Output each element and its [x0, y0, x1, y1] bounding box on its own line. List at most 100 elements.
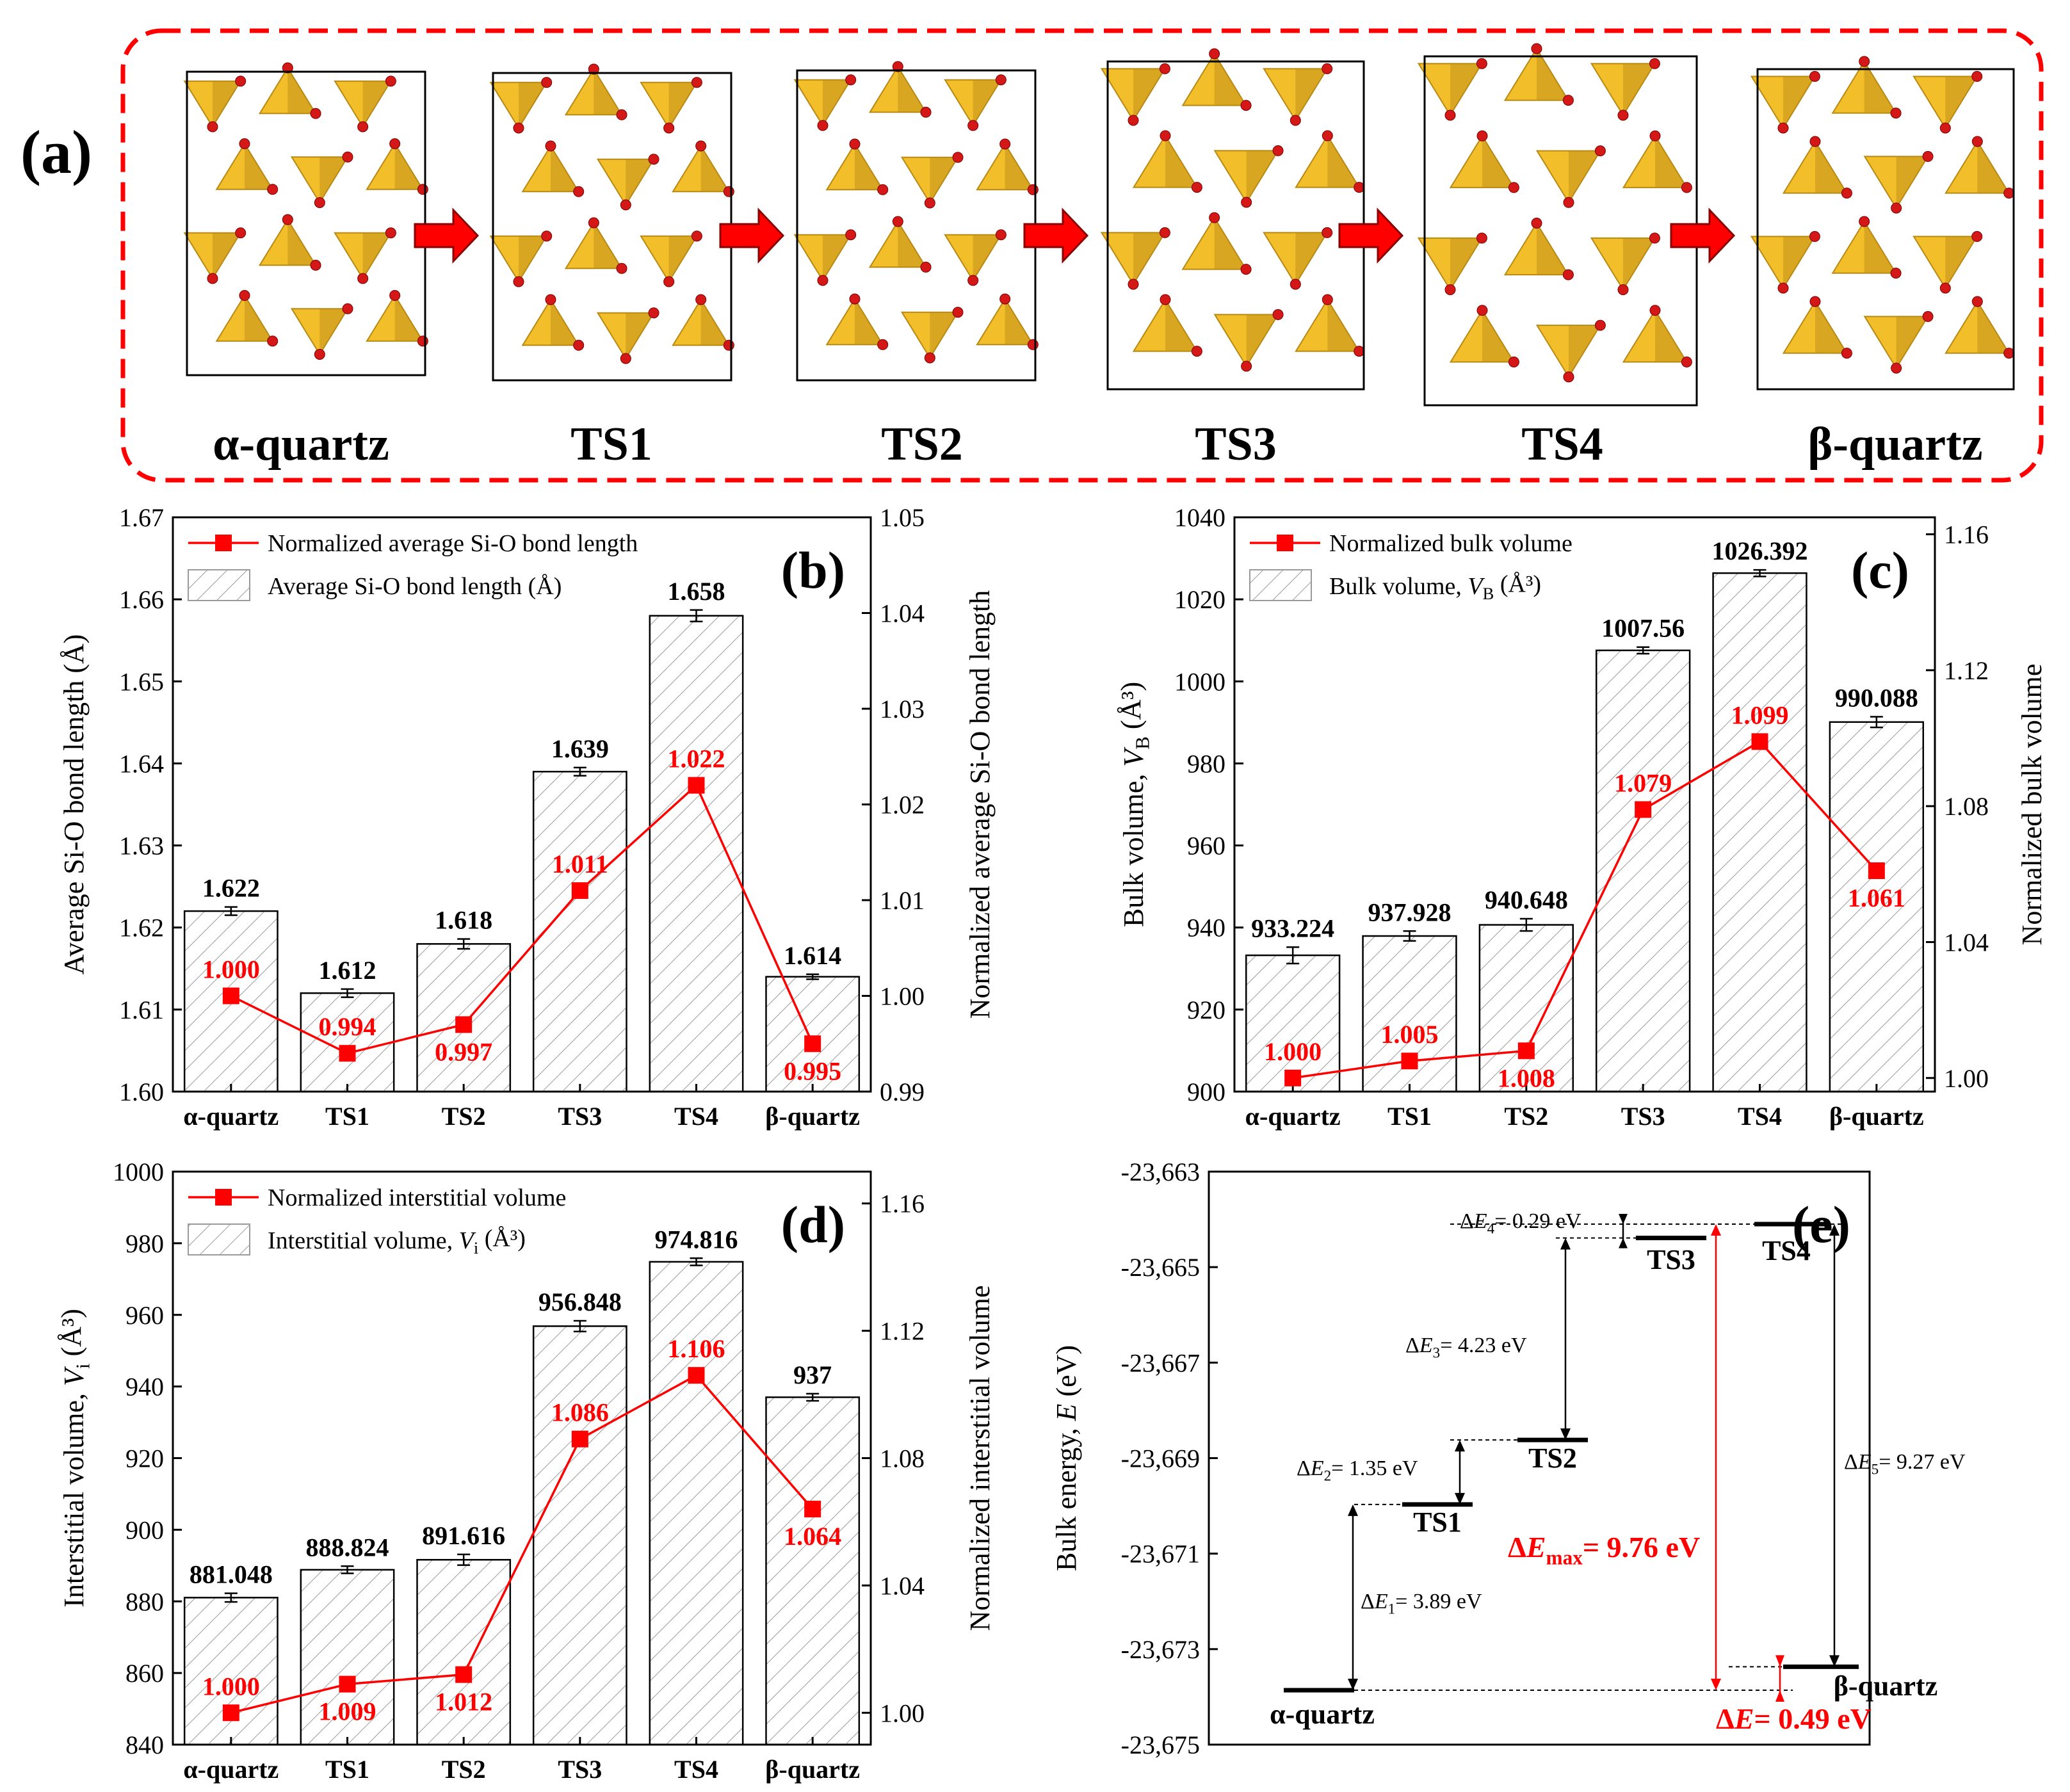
y2-tick-label: 1.04	[880, 599, 925, 628]
transition-arrow-4	[1338, 207, 1404, 264]
y-tick-label: 1000	[113, 1158, 164, 1186]
legend-bar-label: Average Si-O bond length (Å)	[268, 573, 562, 600]
category-label: TS3	[558, 1755, 602, 1784]
y2-tick-label: 1.00	[880, 1699, 925, 1727]
state-label-4: TS3	[1195, 418, 1277, 471]
tetrahedron-shade	[394, 295, 423, 341]
sio4-tetrahedron	[1945, 140, 2010, 194]
tetrahedron-shade	[1655, 310, 1687, 362]
arrow-dE5-head	[1829, 1655, 1840, 1667]
sio4-tetrahedron	[944, 79, 1003, 127]
sio4-tetrahedron	[1181, 52, 1247, 106]
tetrahedron-shade	[1246, 314, 1279, 366]
tetrahedron-shade	[1295, 232, 1327, 284]
oxygen-atom	[267, 335, 279, 347]
arrow-dE2-head	[1455, 1440, 1465, 1452]
oxygen-atom	[1508, 356, 1519, 367]
oxygen-atom	[239, 290, 250, 301]
y2-tick-label: 1.03	[880, 695, 925, 723]
bar-value-label: 956.848	[538, 1287, 622, 1316]
legend-bar-swatch	[1249, 569, 1312, 601]
oxygen-atom	[1809, 296, 1821, 307]
sio4-tetrahedron	[183, 232, 242, 280]
arrow-dE3-head	[1560, 1238, 1571, 1250]
y-tick-label: 1.67	[119, 503, 164, 532]
tetrahedron-shade	[551, 146, 579, 192]
tetrahedron-shade	[213, 81, 241, 127]
y2-tick-label: 1.01	[880, 886, 925, 915]
tetrahedron-shade	[1623, 238, 1655, 290]
sio4-tetrahedron	[1782, 140, 1848, 194]
oxygen-atom	[691, 230, 702, 242]
bar-value-label: 1.622	[202, 874, 260, 903]
normalized-marker-1	[222, 1704, 239, 1722]
state-label-1: α-quartz	[213, 418, 389, 471]
oxygen-atom	[1322, 130, 1333, 141]
normalized-value-label: 1.005	[1381, 1020, 1439, 1049]
sio4-tetrahedron	[672, 298, 731, 346]
oxygen-atom	[1562, 269, 1574, 280]
bar-value-label: 937	[793, 1360, 832, 1389]
tetrahedron-shade	[700, 300, 729, 346]
label-dE4: ΔE4= 0.29 eV	[1460, 1209, 1581, 1238]
oxygen-atom	[845, 74, 857, 86]
arrow-dE1-head	[1348, 1504, 1358, 1516]
sio4-tetrahedron	[1181, 216, 1247, 270]
category-label: TS2	[442, 1755, 486, 1784]
oxygen-atom	[267, 184, 279, 195]
arrow-dE-head	[1775, 1655, 1784, 1667]
oxygen-atom	[541, 77, 553, 88]
oxygen-atom	[1890, 108, 1902, 119]
bar-value-label: 1.614	[784, 941, 841, 970]
oxygen-atom	[924, 352, 935, 364]
transition-arrow-3	[1023, 207, 1089, 264]
category-label: β-quartz	[765, 1102, 860, 1131]
sio4-tetrahedron	[793, 234, 852, 282]
normalized-marker-3	[1517, 1042, 1535, 1060]
oxygen-atom	[588, 63, 599, 75]
y2-tick-label: 1.12	[880, 1317, 925, 1346]
oxygen-atom	[1476, 232, 1487, 244]
y-axis-title: Average Si-O bond length (Å)	[58, 634, 90, 975]
y-tick-label: -23,665	[1121, 1253, 1200, 1282]
normalized-line	[1292, 740, 1878, 1079]
panel-b-chart: 1.60 1.61 1.62 1.63 1.64 1.65 1.66 1.67 0.99 1.00…	[58, 503, 996, 1131]
tetrahedron-shade	[1450, 63, 1482, 115]
bar-value-label: 891.616	[422, 1521, 505, 1550]
bar-6	[1829, 721, 1925, 1093]
sio4-tetrahedron	[1132, 134, 1199, 188]
tetrahedron-shade	[1133, 69, 1165, 120]
tetrahedron-shade	[1005, 299, 1033, 345]
transition-arrow-5	[1670, 207, 1736, 264]
normalized-value-label: 1.000	[1264, 1037, 1322, 1066]
oxygen-atom	[1027, 339, 1039, 350]
normalized-line	[230, 1374, 814, 1714]
oxygen-atom	[1777, 282, 1789, 294]
oxygen-atom	[282, 214, 293, 225]
legend-bar-label: Bulk volume, VB (Å³)	[1329, 571, 1541, 603]
oxygen-atom	[357, 121, 369, 133]
oxygen-atom	[389, 290, 401, 301]
normalized-marker-4	[571, 882, 588, 900]
sio4-tetrahedron	[1622, 134, 1688, 188]
y-tick-label: 920	[1187, 996, 1225, 1024]
oxygen-atom	[1209, 212, 1220, 223]
panel-d-chart: 840 860 880 900 920 940 960 980 1000 1.00 1.04 1.08…	[56, 1158, 996, 1784]
legend-line-label: Normalized bulk volume	[1329, 530, 1573, 557]
sio4-tetrahedron	[825, 298, 884, 346]
panel-label: (c)	[1851, 541, 1909, 599]
oxygen-atom	[573, 186, 585, 197]
oxygen-atom	[417, 184, 428, 195]
y2-tick-label: 1.02	[880, 791, 925, 819]
normalized-marker-5	[688, 1367, 705, 1384]
oxygen-atom	[1649, 130, 1661, 141]
normalized-marker-2	[339, 1045, 356, 1062]
sio4-tetrahedron	[215, 294, 274, 342]
label-dE1: ΔE1= 3.89 eV	[1361, 1590, 1482, 1618]
normalized-marker-1	[222, 987, 239, 1005]
oxygen-atom	[648, 154, 659, 165]
oxygen-atom	[849, 138, 861, 150]
oxygen-atom	[1531, 43, 1542, 54]
tetrahedron-shade	[668, 82, 697, 128]
tetrahedron-shade	[594, 223, 622, 269]
